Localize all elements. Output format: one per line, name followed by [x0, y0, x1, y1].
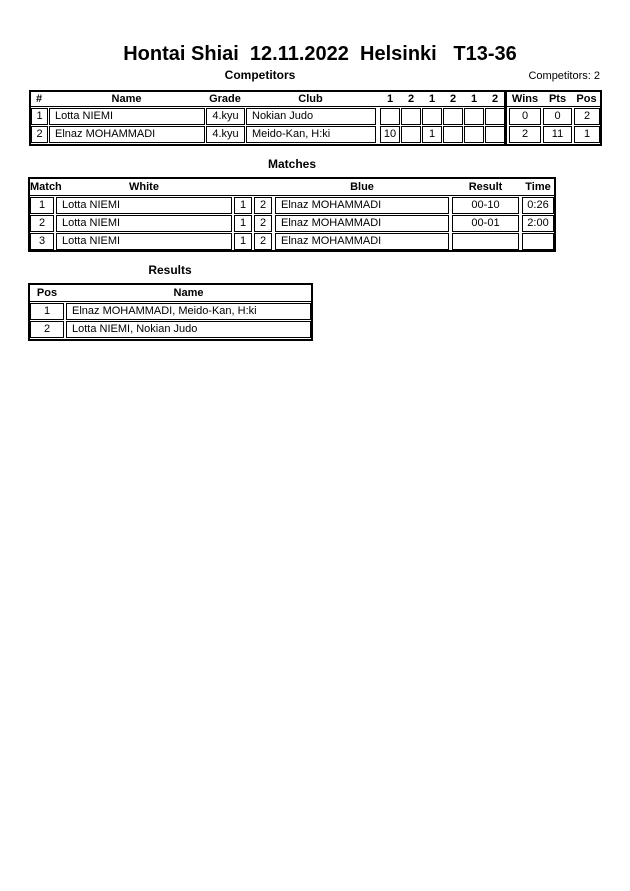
cell-white: Lotta NIEMI — [56, 233, 232, 250]
cell-score — [401, 108, 421, 125]
matches-col-white: White — [129, 181, 159, 193]
cell-blue: Elnaz MOHAMMADI — [275, 197, 449, 214]
cell-wins: 2 — [509, 126, 541, 143]
cell-grade: 4.kyu — [206, 108, 245, 125]
cell-pts: 11 — [543, 126, 572, 143]
cell-wins: 0 — [509, 108, 541, 125]
cell-name: Lotta NIEMI — [49, 108, 205, 125]
cell-score: 10 — [380, 126, 400, 143]
cell-score — [485, 108, 505, 125]
competitors-col-score-6: 2 — [491, 93, 499, 105]
cell-time — [522, 233, 554, 250]
matches-heading: Matches — [267, 157, 317, 171]
cell-blue-num: 2 — [254, 215, 272, 232]
cell-name: Elnaz MOHAMMADI — [49, 126, 205, 143]
cell-num: 1 — [31, 108, 48, 125]
results-col-pos: Pos — [36, 287, 58, 299]
competitors-header-rule — [31, 106, 600, 107]
cell-time: 2:00 — [522, 215, 554, 232]
cell-time: 0:26 — [522, 197, 554, 214]
cell-result: 00-01 — [452, 215, 519, 232]
results-col-name: Name — [173, 287, 204, 299]
page-title: Hontai Shiai 12.11.2022 Helsinki T13-36 — [123, 43, 517, 65]
competitors-heading: Competitors — [224, 68, 296, 82]
cell-score — [443, 126, 463, 143]
cell-white: Lotta NIEMI — [56, 215, 232, 232]
cell-score — [485, 126, 505, 143]
competitors-col-score-5: 1 — [470, 93, 478, 105]
matches-col-time: Time — [525, 181, 551, 193]
cell-score — [422, 108, 442, 125]
results-header-rule — [30, 301, 311, 302]
competitors-wins-divider — [504, 90, 507, 146]
matches-col-result: Result — [468, 181, 503, 193]
competitors-col-pts: Pts — [548, 93, 567, 105]
competitors-col-score-1: 1 — [386, 93, 394, 105]
cell-pos: 2 — [574, 108, 600, 125]
cell-score — [464, 126, 484, 143]
cell-score — [443, 108, 463, 125]
cell-score — [464, 108, 484, 125]
cell-match-num: 2 — [30, 215, 54, 232]
matches-header-rule — [30, 195, 554, 196]
cell-score — [380, 108, 400, 125]
cell-club: Meido-Kan, H:ki — [246, 126, 376, 143]
competitors-col-wins: Wins — [511, 93, 539, 105]
competitors-col-name: Name — [111, 93, 142, 105]
cell-club: Nokian Judo — [246, 108, 376, 125]
competitors-count: Competitors: 2 — [528, 70, 600, 82]
cell-score — [401, 126, 421, 143]
cell-match-num: 1 — [30, 197, 54, 214]
cell-num: 2 — [31, 126, 48, 143]
cell-blue: Elnaz MOHAMMADI — [275, 233, 449, 250]
cell-pos: 2 — [30, 321, 64, 338]
results-heading: Results — [148, 263, 192, 277]
cell-blue-num: 2 — [254, 233, 272, 250]
competitors-col-score-2: 2 — [407, 93, 415, 105]
cell-white-num: 1 — [234, 197, 252, 214]
cell-blue: Elnaz MOHAMMADI — [275, 215, 449, 232]
matches-col-match: Match — [30, 181, 62, 193]
cell-match-num: 3 — [30, 233, 54, 250]
competitors-col-club: Club — [298, 93, 323, 105]
cell-white-num: 1 — [234, 215, 252, 232]
competitors-col-score-4: 2 — [449, 93, 457, 105]
cell-name: Lotta NIEMI, Nokian Judo — [66, 321, 311, 338]
matches-col-blue: Blue — [350, 181, 374, 193]
cell-name: Elnaz MOHAMMADI, Meido-Kan, H:ki — [66, 303, 311, 320]
cell-blue-num: 2 — [254, 197, 272, 214]
cell-pos: 1 — [30, 303, 64, 320]
cell-grade: 4.kyu — [206, 126, 245, 143]
competitors-col-num: # — [35, 93, 43, 105]
cell-pos: 1 — [574, 126, 600, 143]
cell-white-num: 1 — [234, 233, 252, 250]
cell-white: Lotta NIEMI — [56, 197, 232, 214]
competitors-col-pos: Pos — [576, 93, 597, 105]
cell-pts: 0 — [543, 108, 572, 125]
competitors-col-grade: Grade — [209, 93, 241, 105]
cell-result: 00-10 — [452, 197, 519, 214]
cell-score: 1 — [422, 126, 442, 143]
cell-result — [452, 233, 519, 250]
competitors-col-score-3: 1 — [428, 93, 436, 105]
